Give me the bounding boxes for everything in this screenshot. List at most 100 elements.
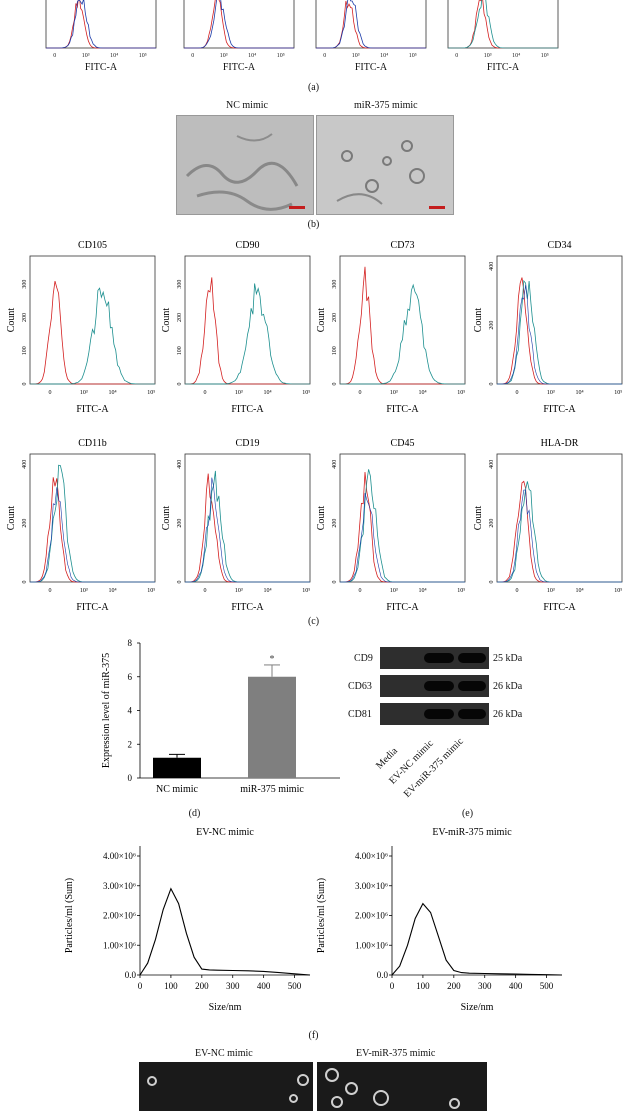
panel-a-histogram-red bbox=[316, 0, 426, 49]
flow-y-tick: 200 bbox=[332, 313, 338, 322]
flow-y-label: Count bbox=[6, 506, 17, 531]
flow-x-tick: 10⁴ bbox=[418, 588, 426, 594]
flow-x-tick: 0 bbox=[359, 588, 362, 594]
nta-x-tick-label: 500 bbox=[540, 981, 554, 991]
flow-x-tick: 0 bbox=[49, 588, 52, 594]
flow-x-tick: 0 bbox=[516, 588, 519, 594]
flow-y-label: Count bbox=[161, 506, 172, 531]
flow-y-label: Count bbox=[6, 308, 17, 333]
panel-a-histogram-blue bbox=[46, 0, 156, 49]
nta-curve bbox=[139, 887, 311, 976]
flow-y-tick: 0 bbox=[332, 581, 338, 584]
nta-y-tick-label: 3.00×10⁶ bbox=[355, 881, 388, 891]
flow-x-label: FITC-A bbox=[231, 404, 264, 415]
panel-a-x-tick: 0 bbox=[455, 53, 458, 59]
panel-a-histogram-red bbox=[46, 0, 156, 49]
nta-y-tick-label: 0.0 bbox=[377, 970, 389, 980]
bar bbox=[248, 676, 296, 778]
nta-y-tick-label: 2.00×10⁶ bbox=[103, 911, 136, 921]
panel-a-x-tick: 10⁴ bbox=[380, 53, 388, 59]
blot-kda-cd63: 26 kDa bbox=[493, 681, 523, 692]
flow-plot-title: CD105 bbox=[78, 240, 107, 251]
blot-row-label-cd63: CD63 bbox=[348, 681, 372, 692]
panel-c-caption: (c) bbox=[307, 616, 320, 627]
nta-x-tick-label: 100 bbox=[164, 981, 178, 991]
flow-histogram-isotype bbox=[340, 471, 465, 583]
flow-plot-title: CD73 bbox=[391, 240, 415, 251]
flow-x-tick: 0 bbox=[359, 390, 362, 396]
flow-y-label: Count bbox=[161, 308, 172, 333]
flow-histogram-marker-2 bbox=[497, 489, 622, 583]
micrograph-label-mir375: miR-375 mimic bbox=[354, 100, 418, 111]
flow-x-tick: 10⁴ bbox=[263, 588, 271, 594]
flow-plot-title: CD34 bbox=[548, 240, 572, 251]
flow-y-tick: 100 bbox=[177, 346, 183, 355]
panel-a-plots: 0 10³ 10⁴ 10⁵ FITC-A 0 10³ 10⁴ 10⁵ FITC-A 0 10³ 10⁴ 1… bbox=[45, 0, 559, 73]
nta-x-tick-label: 400 bbox=[509, 981, 523, 991]
tem-label-ev-mir375: EV-miR-375 mimic bbox=[356, 1048, 436, 1059]
panel-a-plot-frame bbox=[183, 0, 295, 49]
flow-histogram-isotype bbox=[497, 277, 622, 385]
panel-a-x-tick: 10³ bbox=[220, 53, 228, 59]
panel-a-plot-frame bbox=[447, 0, 559, 49]
panel-f-caption: (f) bbox=[308, 1030, 319, 1041]
flow-x-tick: 10⁴ bbox=[575, 588, 583, 594]
bar-significance-marker: * bbox=[270, 654, 275, 665]
flow-plot-title: CD90 bbox=[236, 240, 260, 251]
flow-x-label: FITC-A bbox=[76, 404, 109, 415]
panel-c-plots: CD105 0 100 200 300 Count 0 10³ 10⁴ 10⁵ FITC-A CD90… bbox=[6, 240, 623, 613]
bar-y-tick-label: 8 bbox=[128, 638, 133, 648]
flow-y-tick: 300 bbox=[22, 280, 28, 289]
panel-a-x-tick: 10³ bbox=[484, 53, 492, 59]
flow-histogram-marker bbox=[340, 469, 465, 583]
flow-histogram-marker bbox=[340, 283, 465, 385]
flow-histogram-marker bbox=[30, 287, 155, 385]
panel-a-x-label: FITC-A bbox=[487, 62, 520, 73]
blot-strip-cd81 bbox=[380, 703, 489, 725]
panel-a-x-tick: 0 bbox=[53, 53, 56, 59]
bar-category-label: miR-375 mimic bbox=[240, 784, 304, 795]
flow-x-tick: 0 bbox=[204, 588, 207, 594]
flow-histogram-marker-2 bbox=[30, 487, 155, 583]
flow-y-tick: 100 bbox=[22, 346, 28, 355]
nta-title: EV-miR-375 mimic bbox=[432, 827, 512, 838]
flow-x-tick: 10⁵ bbox=[147, 588, 155, 594]
nta-y-tick-label: 4.00×10⁶ bbox=[103, 851, 136, 861]
flow-histogram-marker-2 bbox=[340, 492, 465, 583]
flow-plot-frame bbox=[184, 255, 311, 385]
nta-x-tick-label: 0 bbox=[390, 981, 395, 991]
blot-kda-cd81: 26 kDa bbox=[493, 709, 523, 720]
tem-image-ev-nc bbox=[139, 1062, 313, 1111]
flow-y-label: Count bbox=[473, 506, 484, 531]
flow-x-tick: 10⁵ bbox=[614, 588, 622, 594]
flow-y-tick: 0 bbox=[177, 383, 183, 386]
nta-x-label: Size/nm bbox=[209, 1002, 242, 1013]
nta-x-tick-label: 300 bbox=[226, 981, 240, 991]
bar-y-tick-label: 2 bbox=[128, 739, 133, 749]
flow-y-tick: 200 bbox=[332, 519, 338, 528]
flow-histogram-isotype bbox=[185, 473, 310, 583]
panel-a-x-tick: 10⁴ bbox=[248, 53, 256, 59]
tem-label-ev-nc: EV-NC mimic bbox=[195, 1048, 253, 1059]
nta-title: EV-NC mimic bbox=[196, 827, 254, 838]
panel-a-plot-frame bbox=[45, 0, 157, 49]
nta-y-label: Particles/ml (Sum) bbox=[64, 878, 75, 953]
flow-histogram-isotype bbox=[497, 480, 622, 583]
panel-a-x-label: FITC-A bbox=[355, 62, 388, 73]
flow-histogram-marker bbox=[30, 464, 155, 583]
flow-plot-title: CD11b bbox=[78, 438, 107, 449]
nta-x-tick-label: 400 bbox=[257, 981, 271, 991]
panel-d-caption: (d) bbox=[188, 808, 201, 819]
flow-x-tick: 10³ bbox=[390, 588, 398, 594]
flow-y-tick: 100 bbox=[332, 346, 338, 355]
flow-plot-frame bbox=[184, 453, 311, 583]
tem-image-ev-mir375 bbox=[317, 1062, 487, 1111]
panel-a: 0 10³ 10⁴ 10⁵ FITC-A 0 10³ 10⁴ 10⁵ FITC-A 0 10³ 10⁴ 1… bbox=[0, 0, 627, 95]
flow-x-tick: 10³ bbox=[547, 588, 555, 594]
panel-a-histogram-blue bbox=[448, 0, 558, 49]
panel-a-plot-frame bbox=[315, 0, 427, 49]
flow-plot-frame bbox=[29, 255, 156, 385]
panel-a-histogram-blue bbox=[316, 0, 426, 49]
flow-y-tick: 200 bbox=[489, 321, 495, 330]
flow-y-tick: 400 bbox=[489, 262, 495, 271]
